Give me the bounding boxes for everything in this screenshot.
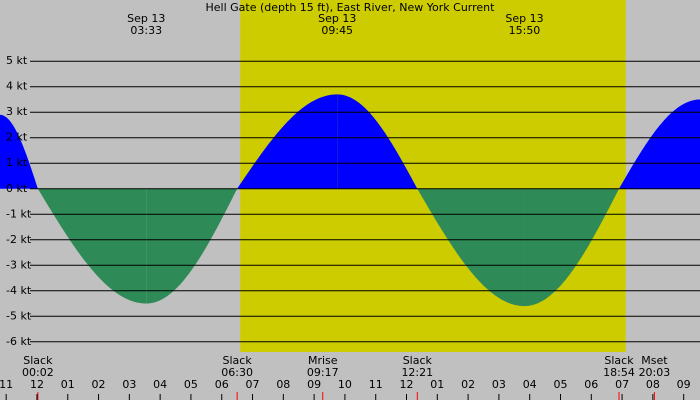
event-label: Slack: [223, 354, 253, 367]
x-tick-label: 04: [523, 378, 537, 391]
ebb-area: [417, 188, 525, 307]
x-tick-label: 08: [276, 378, 290, 391]
x-tick-label: 02: [461, 378, 475, 391]
peak-date: Sep 13: [318, 12, 356, 25]
x-tick-label: 11: [0, 378, 13, 391]
x-tick-label: 06: [215, 378, 229, 391]
y-tick-label: -5 kt: [6, 309, 32, 322]
x-tick-label: 04: [153, 378, 167, 391]
event-time: 20:03: [639, 366, 671, 379]
y-tick-label: -1 kt: [6, 207, 32, 220]
x-tick-label: 05: [184, 378, 198, 391]
event-time: 00:02: [22, 366, 54, 379]
y-tick-label: -4 kt: [6, 284, 32, 297]
y-tick-label: 4 kt: [6, 80, 28, 93]
event-label: Slack: [403, 354, 433, 367]
y-tick-label: 0 kt: [6, 182, 28, 195]
x-tick-label: 03: [122, 378, 136, 391]
x-tick-label: 06: [584, 378, 598, 391]
event-label: Mset: [641, 354, 668, 367]
x-tick-label: 12: [400, 378, 414, 391]
x-tick-label: 12: [30, 378, 44, 391]
peak-time: 09:45: [321, 24, 353, 37]
event-time: 12:21: [401, 366, 433, 379]
y-tick-label: 5 kt: [6, 54, 28, 67]
event-label: Slack: [23, 354, 53, 367]
flood-area: [337, 94, 418, 189]
y-tick-label: -2 kt: [6, 233, 32, 246]
flood-area: [237, 94, 338, 189]
x-tick-label: 07: [615, 378, 629, 391]
x-tick-label: 09: [307, 378, 321, 391]
x-tick-label: 05: [553, 378, 567, 391]
event-time: 09:17: [307, 366, 339, 379]
event-label: Slack: [604, 354, 634, 367]
chart-title: Hell Gate (depth 15 ft), East River, New…: [206, 1, 496, 14]
y-tick-label: 2 kt: [6, 131, 28, 144]
x-tick-label: 10: [338, 378, 352, 391]
event-time: 18:54: [603, 366, 635, 379]
x-tick-label: 01: [430, 378, 444, 391]
flood-area: [0, 114, 38, 189]
y-tick-label: 1 kt: [6, 156, 28, 169]
x-tick-label: 02: [92, 378, 106, 391]
x-tick-label: 01: [61, 378, 75, 391]
flood-area: [619, 99, 700, 189]
x-tick-label: 03: [492, 378, 506, 391]
x-tick-label: 09: [677, 378, 691, 391]
peak-time: 15:50: [509, 24, 541, 37]
ebb-area: [146, 188, 238, 304]
peak-time: 03:33: [130, 24, 162, 37]
event-time: 06:30: [221, 366, 253, 379]
ebb-area: [524, 188, 620, 307]
x-tick-label: 11: [369, 378, 383, 391]
peak-date: Sep 13: [505, 12, 543, 25]
x-tick-label: 07: [246, 378, 260, 391]
ebb-area: [37, 188, 147, 304]
y-tick-label: 3 kt: [6, 105, 28, 118]
peak-date: Sep 13: [127, 12, 165, 25]
x-tick-label: 08: [646, 378, 660, 391]
event-label: Mrise: [308, 354, 338, 367]
y-tick-label: -3 kt: [6, 258, 32, 271]
y-tick-label: -6 kt: [6, 335, 32, 348]
